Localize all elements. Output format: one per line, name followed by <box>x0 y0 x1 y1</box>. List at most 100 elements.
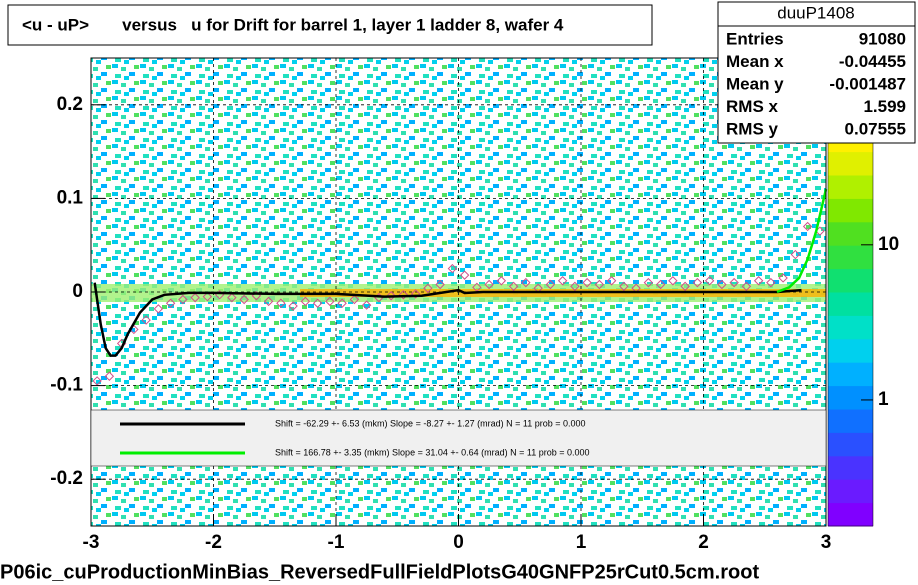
marker <box>582 277 592 288</box>
marker <box>178 294 188 305</box>
x-tick-label: 0 <box>453 532 464 553</box>
marker <box>349 294 360 305</box>
marker <box>141 315 151 325</box>
x-tick-label: 1 <box>576 532 587 553</box>
palette-band <box>828 432 873 457</box>
marker <box>288 301 298 311</box>
marker <box>778 273 788 283</box>
palette-band <box>828 221 873 246</box>
stats-value: 91080 <box>859 29 906 48</box>
palette-band <box>828 385 873 410</box>
stats-label: Mean y <box>726 74 784 93</box>
marker <box>276 298 286 308</box>
marker <box>398 290 409 300</box>
stats-title: duuP1408 <box>777 3 855 22</box>
marker <box>153 304 164 314</box>
palette-band <box>828 268 873 293</box>
x-tick-label: -2 <box>205 532 222 553</box>
x-tick-label: -1 <box>328 532 345 553</box>
stats-label: Entries <box>726 29 784 48</box>
marker <box>557 276 568 286</box>
z-tick-label: 1 <box>878 389 889 410</box>
fit-curve <box>93 282 802 357</box>
palette-band <box>828 479 873 504</box>
marker <box>239 294 249 305</box>
marker <box>263 296 274 307</box>
title-box <box>7 4 653 46</box>
chart-title: <u - uP> versus u for Drift for barrel 1… <box>22 15 564 34</box>
legend-text: Shift = -62.29 +- 6.53 (mkm) Slope = -8.… <box>275 418 586 428</box>
marker <box>655 279 666 290</box>
palette-band <box>828 151 873 176</box>
y-tick-label: -0.2 <box>50 468 83 489</box>
marker <box>790 249 801 260</box>
marker <box>729 277 739 288</box>
fit-curve <box>776 188 828 294</box>
palette-band <box>828 338 873 363</box>
marker <box>545 279 556 290</box>
marker <box>202 291 213 302</box>
palette-band <box>828 175 873 199</box>
x-tick-label: -3 <box>83 532 100 553</box>
marker <box>484 279 494 290</box>
palette-band <box>828 502 873 527</box>
marker <box>496 276 507 286</box>
marker <box>753 276 764 286</box>
marker <box>337 298 347 308</box>
marker <box>300 296 311 307</box>
palette-band <box>828 362 873 387</box>
stats-value: 1.599 <box>863 97 906 116</box>
marker <box>570 281 580 292</box>
marker <box>594 279 605 290</box>
stats-label: Mean x <box>726 52 784 71</box>
palette-band <box>828 455 873 480</box>
marker <box>606 276 617 286</box>
marker <box>692 277 703 288</box>
marker <box>643 277 654 288</box>
x-tick-label: 2 <box>698 532 709 553</box>
marker <box>312 298 323 308</box>
marker <box>802 221 813 232</box>
marker <box>766 277 776 288</box>
stats-value: 0.07555 <box>845 119 906 138</box>
y-tick-label: 0.2 <box>57 94 83 115</box>
marker <box>386 291 396 301</box>
marker <box>361 300 372 310</box>
palette-band <box>828 315 873 340</box>
marker <box>227 292 237 303</box>
legend-text: Shift = 166.78 +- 3.35 (mkm) Slope = 31.… <box>275 447 590 457</box>
palette-band <box>828 245 873 270</box>
marker <box>325 296 335 307</box>
marker <box>717 279 727 290</box>
marker <box>704 276 715 286</box>
y-tick-label: 0 <box>72 281 83 302</box>
x-tick-label: 3 <box>821 532 832 553</box>
y-tick-label: 0.1 <box>57 187 84 208</box>
marker <box>435 279 445 290</box>
marker <box>521 277 531 288</box>
stats-value: -0.04455 <box>839 52 906 71</box>
marker <box>619 281 629 292</box>
z-tick-label: 10 <box>878 234 899 255</box>
stats-value: -0.001487 <box>829 74 906 93</box>
stats-label: RMS y <box>726 119 779 138</box>
palette-band <box>828 198 873 223</box>
marker <box>508 281 519 292</box>
marker <box>104 371 115 381</box>
palette-band <box>828 409 873 433</box>
palette-band <box>828 292 873 316</box>
marker <box>680 281 690 292</box>
marker <box>423 283 433 293</box>
marker <box>741 281 752 292</box>
y-tick-label: -0.1 <box>50 375 83 396</box>
marker <box>165 298 176 308</box>
marker <box>190 292 200 303</box>
legend-box <box>90 409 827 467</box>
marker <box>668 276 678 286</box>
marker <box>447 263 458 274</box>
marker <box>92 376 102 386</box>
stats-label: RMS x <box>726 97 779 116</box>
footer: P06ic_cuProductionMinBias_ReversedFullFi… <box>0 561 759 583</box>
